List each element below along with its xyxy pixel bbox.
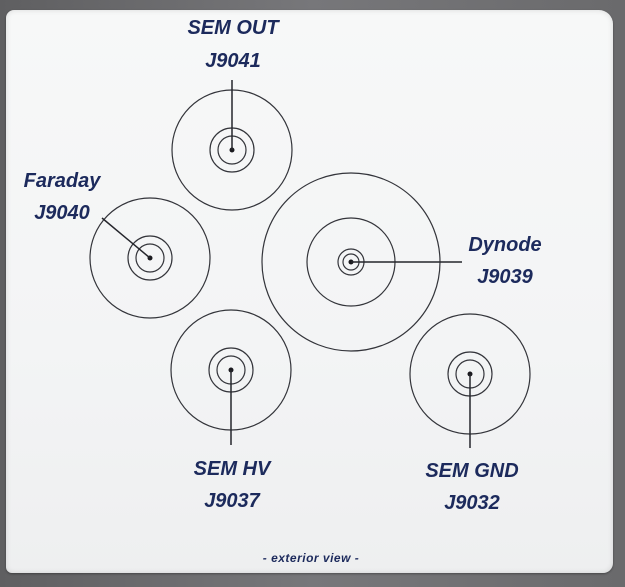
dynode-ref-label: J9039	[477, 266, 533, 288]
connector-label-panel	[6, 10, 613, 573]
sem-hv-ref-label: J9037	[204, 490, 260, 512]
faraday-name-label: Faraday	[23, 170, 101, 192]
sem-out-name-label: SEM OUT	[187, 17, 279, 39]
faraday-ref-label: J9040	[34, 202, 90, 224]
sem-gnd-ref-label: J9032	[444, 492, 500, 514]
connector-sem-gnd	[409, 313, 531, 448]
faraday-leader-line	[101, 217, 151, 259]
sem-out-ref-label: J9041	[205, 50, 261, 72]
sem-gnd-name-label: SEM GND	[425, 460, 519, 482]
exterior-view-caption: - exterior view -	[262, 551, 360, 565]
connector-faraday	[89, 197, 211, 319]
dynode-name-label: Dynode	[468, 234, 542, 256]
sem-hv-name-label: SEM HV	[193, 458, 271, 480]
faraday-middle-ring	[127, 235, 173, 281]
connector-sem-out	[171, 80, 293, 211]
faraday-inner-ring	[135, 243, 165, 273]
faraday-outer-ring	[89, 197, 211, 319]
connector-dynode	[261, 172, 462, 352]
connector-sem-hv	[170, 309, 292, 445]
